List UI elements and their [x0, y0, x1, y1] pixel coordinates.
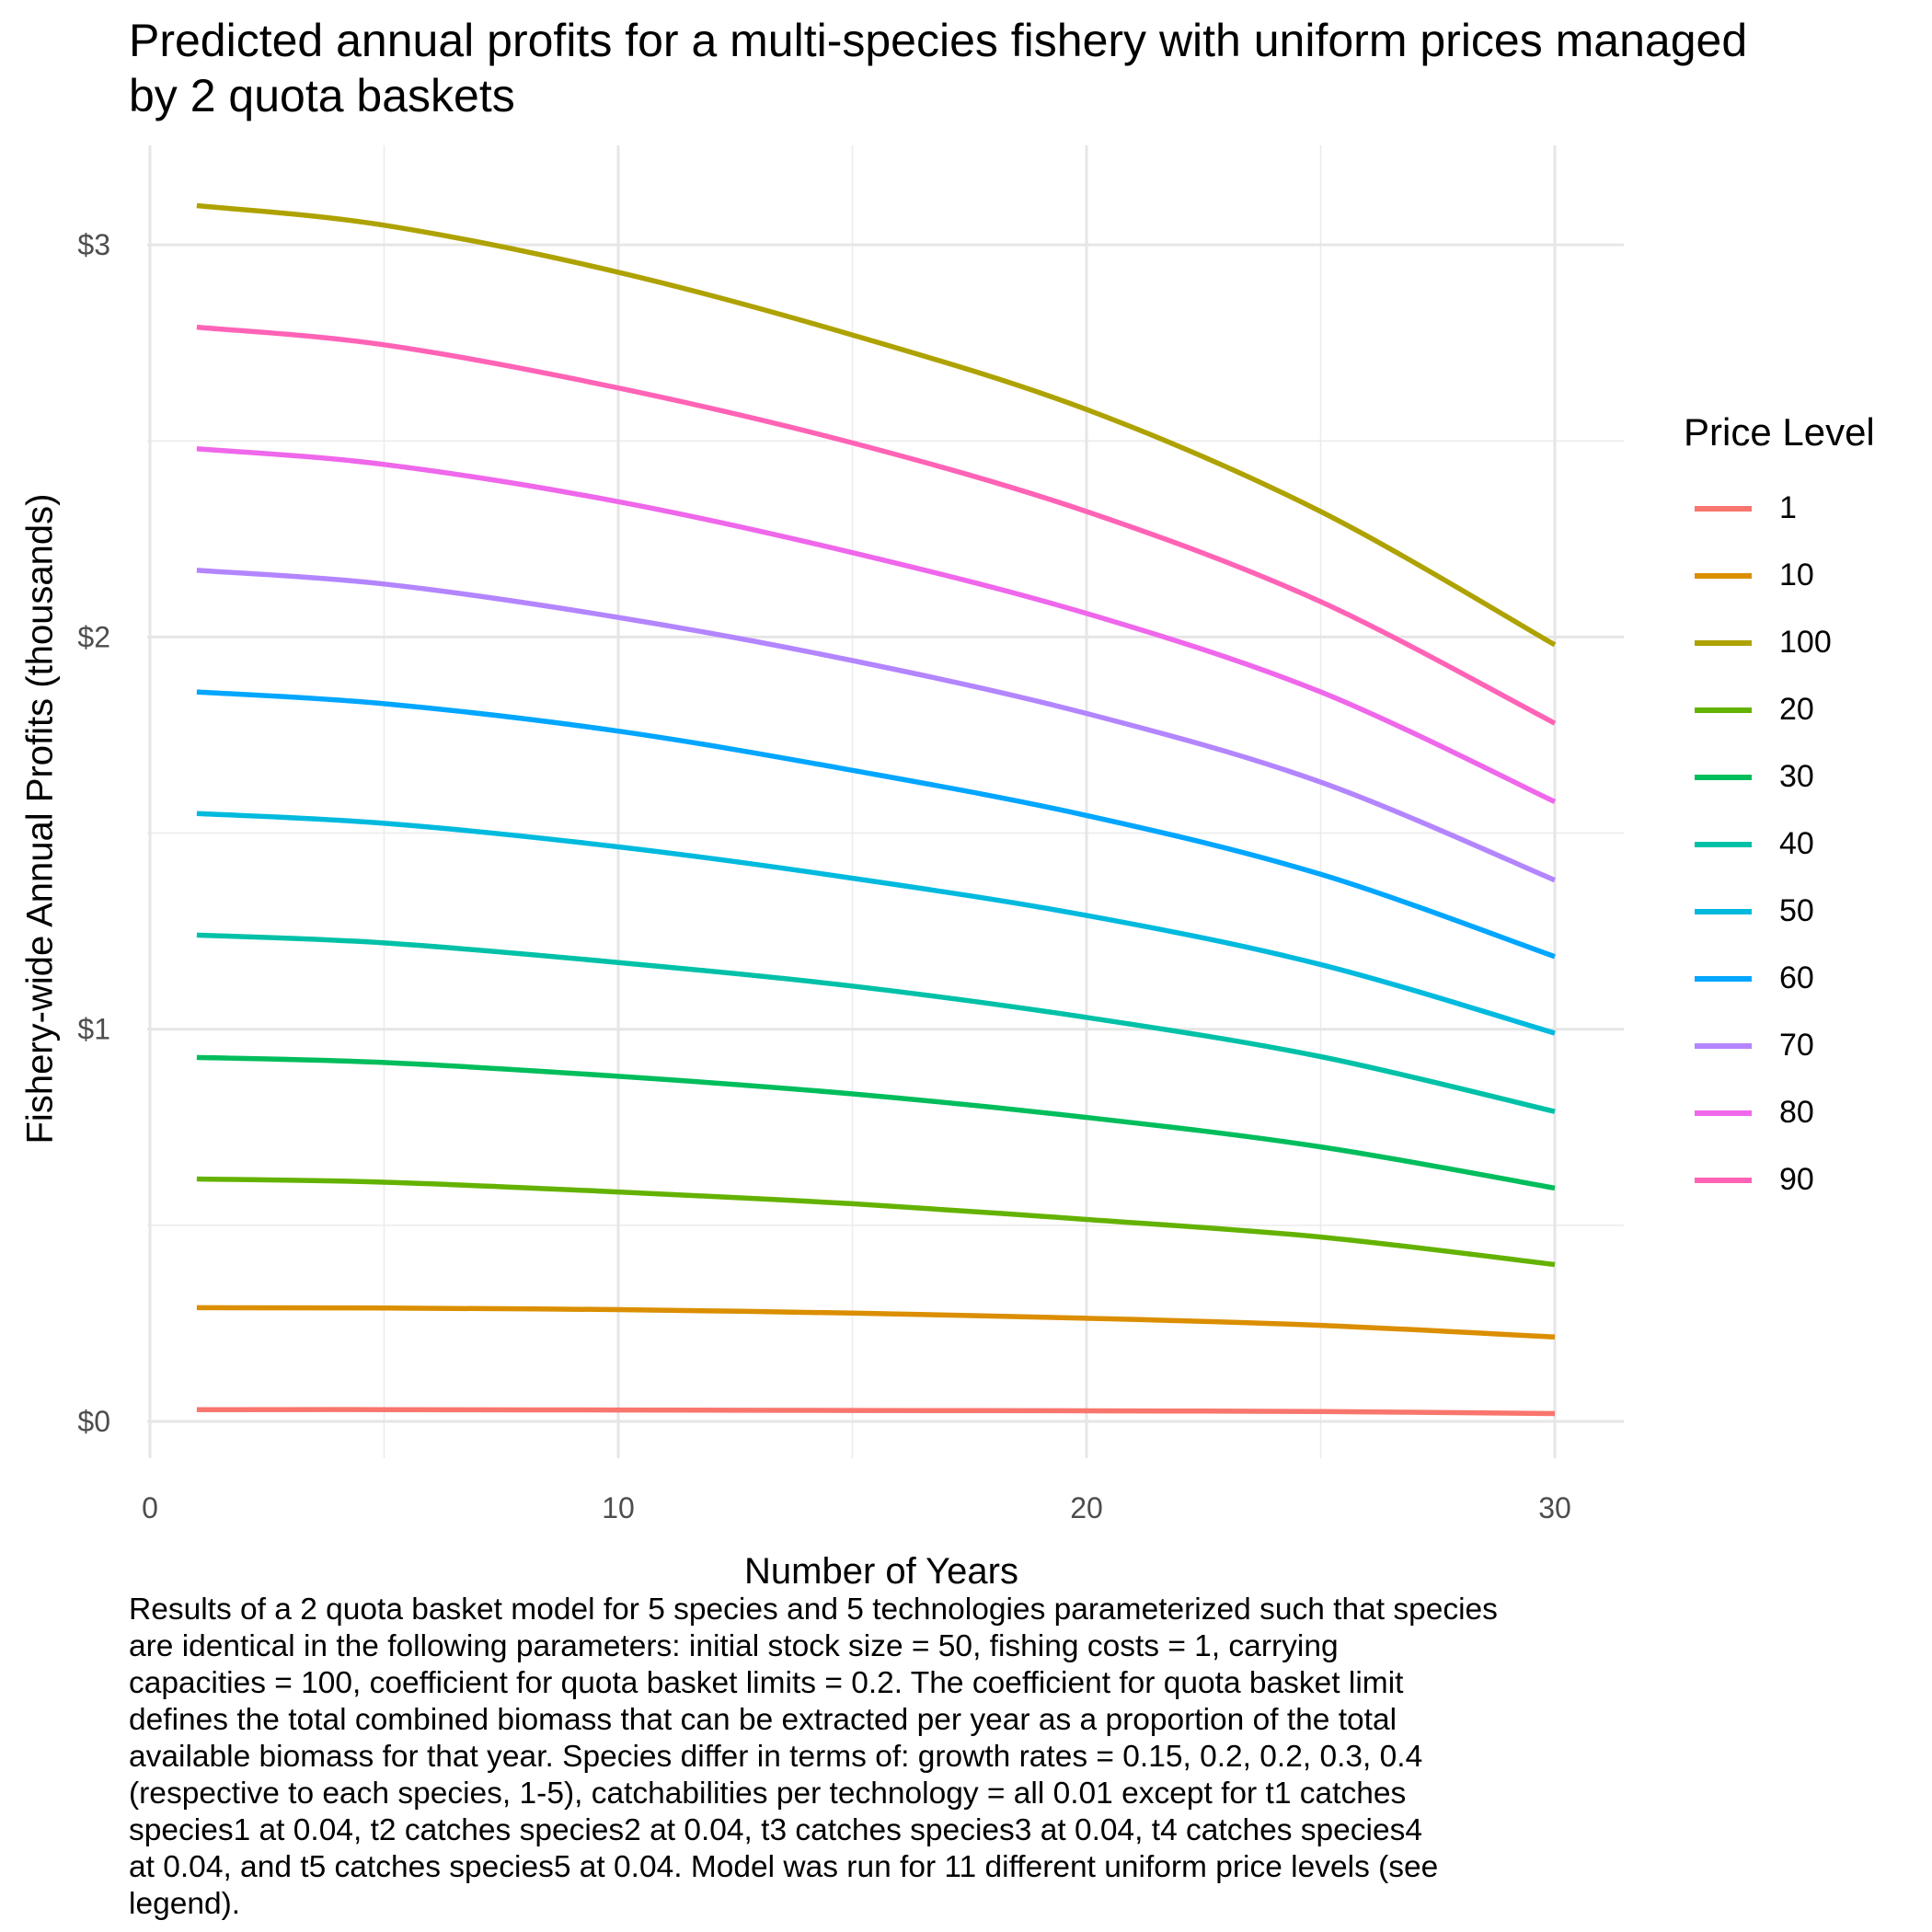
legend-label: 1 [1779, 490, 1797, 525]
legend-key-swatch [1695, 707, 1752, 713]
legend-key-swatch [1695, 1177, 1752, 1183]
series-line-20 [196, 1176, 1556, 1268]
legend-item-1: 1 [1684, 475, 1875, 542]
legend: Price Level 1 10 100 20 30 40 50 60 70 80 90 [1684, 410, 1875, 1213]
legend-key-swatch [1695, 975, 1752, 982]
legend-label: 60 [1779, 960, 1814, 995]
series-line-40 [196, 932, 1556, 1114]
legend-item-80: 80 [1684, 1079, 1875, 1146]
series-line-30 [196, 1054, 1556, 1191]
x-tick-label: 10 [602, 1491, 635, 1524]
chart-title: Predicted annual profits for a multi-spe… [129, 13, 1914, 123]
legend-key-swatch [1695, 774, 1752, 780]
series-line-1 [196, 1407, 1556, 1417]
y-tick-label: $0 [77, 1405, 110, 1438]
legend-item-100: 100 [1684, 609, 1875, 676]
x-tick-label: 20 [1070, 1491, 1103, 1524]
series-line-70 [196, 568, 1557, 883]
legend-label: 70 [1779, 1028, 1814, 1063]
legend-key-swatch [1695, 1110, 1752, 1116]
series-lines [196, 202, 1557, 1417]
series-line-10 [196, 1305, 1556, 1340]
legend-item-40: 40 [1684, 811, 1875, 878]
legend-item-30: 30 [1684, 743, 1875, 811]
legend-key-swatch [1695, 908, 1752, 914]
legend-label: 80 [1779, 1095, 1814, 1130]
legend-label: 50 [1779, 893, 1814, 928]
legend-item-10: 10 [1684, 542, 1875, 609]
legend-key-swatch [1695, 572, 1752, 579]
x-tick-labels: 0 10 20 30 [142, 1491, 1571, 1524]
caption-line-8: at 0.04, and t5 catches species5 at 0.04… [129, 1850, 1439, 1884]
legend-label: 100 [1779, 625, 1832, 660]
legend-item-20: 20 [1684, 676, 1875, 743]
x-tick-label: 0 [142, 1491, 158, 1524]
series-line-80 [196, 446, 1557, 804]
legend-key-swatch [1695, 639, 1752, 646]
legend-key-swatch [1695, 1042, 1752, 1049]
y-tick-label: $3 [77, 228, 110, 261]
chart-title-line-1: Predicted annual profits for a multi-spe… [129, 15, 1748, 66]
legend-label: 10 [1779, 558, 1814, 592]
x-axis-label: Number of Years [744, 1551, 1018, 1592]
legend-item-90: 90 [1684, 1146, 1875, 1213]
caption: Results of a 2 quota basket model for 5 … [129, 1592, 1656, 1923]
legend-item-60: 60 [1684, 945, 1875, 1012]
legend-items: 1 10 100 20 30 40 50 60 70 80 90 [1684, 475, 1875, 1213]
series-line-90 [196, 324, 1557, 726]
legend-label: 90 [1779, 1162, 1814, 1197]
legend-title: Price Level [1684, 410, 1875, 454]
series-line-100 [196, 202, 1557, 648]
x-tick-label: 30 [1538, 1491, 1571, 1524]
legend-item-50: 50 [1684, 878, 1875, 945]
caption-line-7: species1 at 0.04, t2 catches species2 at… [129, 1813, 1422, 1847]
legend-key-swatch [1695, 841, 1752, 847]
caption-line-5: available biomass for that year. Species… [129, 1740, 1423, 1774]
chart-title-line-2: by 2 quota baskets [129, 70, 515, 121]
legend-item-70: 70 [1684, 1012, 1875, 1079]
y-tick-label: $1 [77, 1013, 110, 1046]
caption-line-4: defines the total combined biomass that … [129, 1703, 1397, 1737]
caption-line-1: Results of a 2 quota basket model for 5 … [129, 1593, 1498, 1627]
major-gridlines [147, 145, 1624, 1458]
y-tick-label: $2 [77, 620, 110, 653]
series-line-50 [196, 811, 1556, 1036]
y-tick-labels: $0 $1 $2 $3 [77, 228, 110, 1438]
caption-line-2: are identical in the following parameter… [129, 1629, 1339, 1663]
legend-label: 40 [1779, 826, 1814, 861]
caption-line-6: (respective to each species, 1-5), catch… [129, 1777, 1407, 1811]
legend-label: 20 [1779, 692, 1814, 727]
caption-line-3: capacities = 100, coefficient for quota … [129, 1666, 1404, 1700]
series-line-60 [196, 689, 1556, 960]
legend-key-swatch [1695, 505, 1752, 512]
legend-label: 30 [1779, 759, 1814, 794]
y-axis-label: Fishery-wide Annual Profits (thousands) [19, 493, 61, 1144]
caption-line-9: legend). [129, 1887, 241, 1921]
